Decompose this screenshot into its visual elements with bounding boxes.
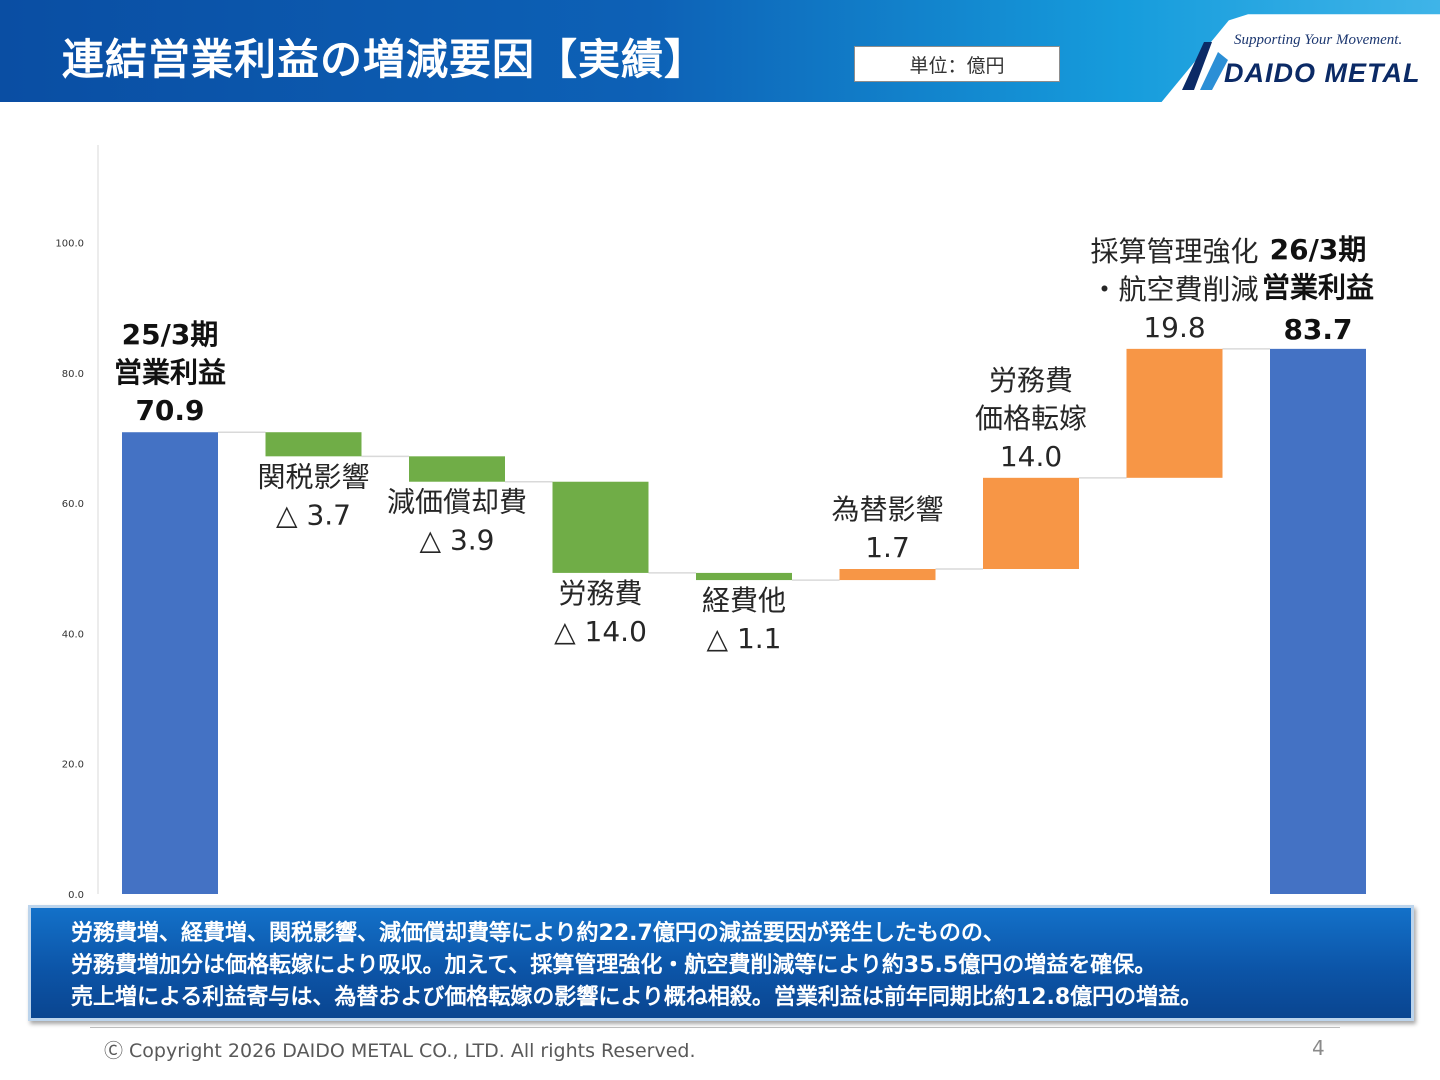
waterfall-bar-increase xyxy=(983,477,1079,569)
data-label: △ 1.1 xyxy=(707,622,782,655)
data-label: 労務費 xyxy=(989,364,1073,397)
data-label: △ 3.7 xyxy=(276,498,351,531)
copyright-text: Ⓒ Copyright 2026 DAIDO METAL CO., LTD. A… xyxy=(104,1040,696,1062)
footer-divider xyxy=(90,1027,1340,1028)
unit-label: 単位：億円 xyxy=(854,46,1060,82)
waterfall-bar-decrease xyxy=(409,456,505,482)
data-label: 70.9 xyxy=(135,394,204,427)
data-label: 価格転嫁 xyxy=(975,402,1087,435)
data-label: 経費他 xyxy=(702,584,786,617)
summary-line-3: 売上増による利益寄与は、為替および価格転嫁の影響により概ね相殺。営業利益は前年同… xyxy=(71,985,1203,1010)
y-tick-label: 0.0 xyxy=(68,890,84,901)
data-label: 26/3期 xyxy=(1270,233,1367,266)
data-label: 採算管理強化 xyxy=(1090,235,1258,268)
data-label: ・航空費削減 xyxy=(1090,273,1258,306)
waterfall-bar-increase xyxy=(839,568,936,581)
data-label: 25/3期 xyxy=(122,318,219,351)
data-label: 労務費 xyxy=(558,577,642,610)
waterfall-bar-decrease xyxy=(552,481,649,573)
waterfall-bars xyxy=(122,348,1366,894)
summary-line-1: 労務費増、経費増、関税影響、減価償却費等により約22.7億円の減益要因が発生した… xyxy=(71,921,1005,946)
data-label: 14.0 xyxy=(1000,440,1062,473)
data-label: 営業利益 xyxy=(114,356,226,389)
page-title: 連結営業利益の増減要因【実績】 xyxy=(62,35,708,84)
data-label: 1.7 xyxy=(865,531,910,564)
logo-tagline: Supporting Your Movement. xyxy=(1234,32,1403,48)
page-number: 4 xyxy=(1312,1036,1325,1060)
data-label: 為替影響 xyxy=(831,493,943,526)
y-tick-label: 100.0 xyxy=(55,239,84,250)
waterfall-bar-total xyxy=(122,432,218,894)
waterfall-bar-increase xyxy=(1126,348,1223,478)
data-label: 関税影響 xyxy=(257,460,369,493)
waterfall-bar-total xyxy=(1270,348,1366,894)
waterfall-bar-decrease xyxy=(696,572,792,581)
logo-wordmark: DAIDO METAL xyxy=(1224,58,1421,88)
y-tick-label: 80.0 xyxy=(62,369,84,380)
data-label: △ 14.0 xyxy=(554,615,647,648)
summary-line-2: 労務費増加分は価格転嫁により吸収。加えて、採算管理強化・航空費削減等により約35… xyxy=(71,953,1157,978)
data-label: △ 3.9 xyxy=(420,524,495,557)
daido-metal-logo-icon xyxy=(1182,42,1228,90)
y-tick-label: 20.0 xyxy=(62,760,84,771)
y-axis: 0.0 20.0 40.0 60.0 80.0 100.0 xyxy=(55,145,99,901)
y-tick-label: 40.0 xyxy=(62,629,84,640)
data-label: 19.8 xyxy=(1143,311,1205,344)
data-label-value: 83.7 xyxy=(1283,313,1352,346)
data-label: 営業利益 xyxy=(1262,271,1374,304)
waterfall-bar-decrease xyxy=(265,432,362,457)
data-label: 減価償却費 xyxy=(387,486,527,519)
y-tick-label: 60.0 xyxy=(62,499,84,510)
summary-box: 労務費増、経費増、関税影響、減価償却費等により約22.7億円の減益要因が発生した… xyxy=(28,905,1414,1021)
